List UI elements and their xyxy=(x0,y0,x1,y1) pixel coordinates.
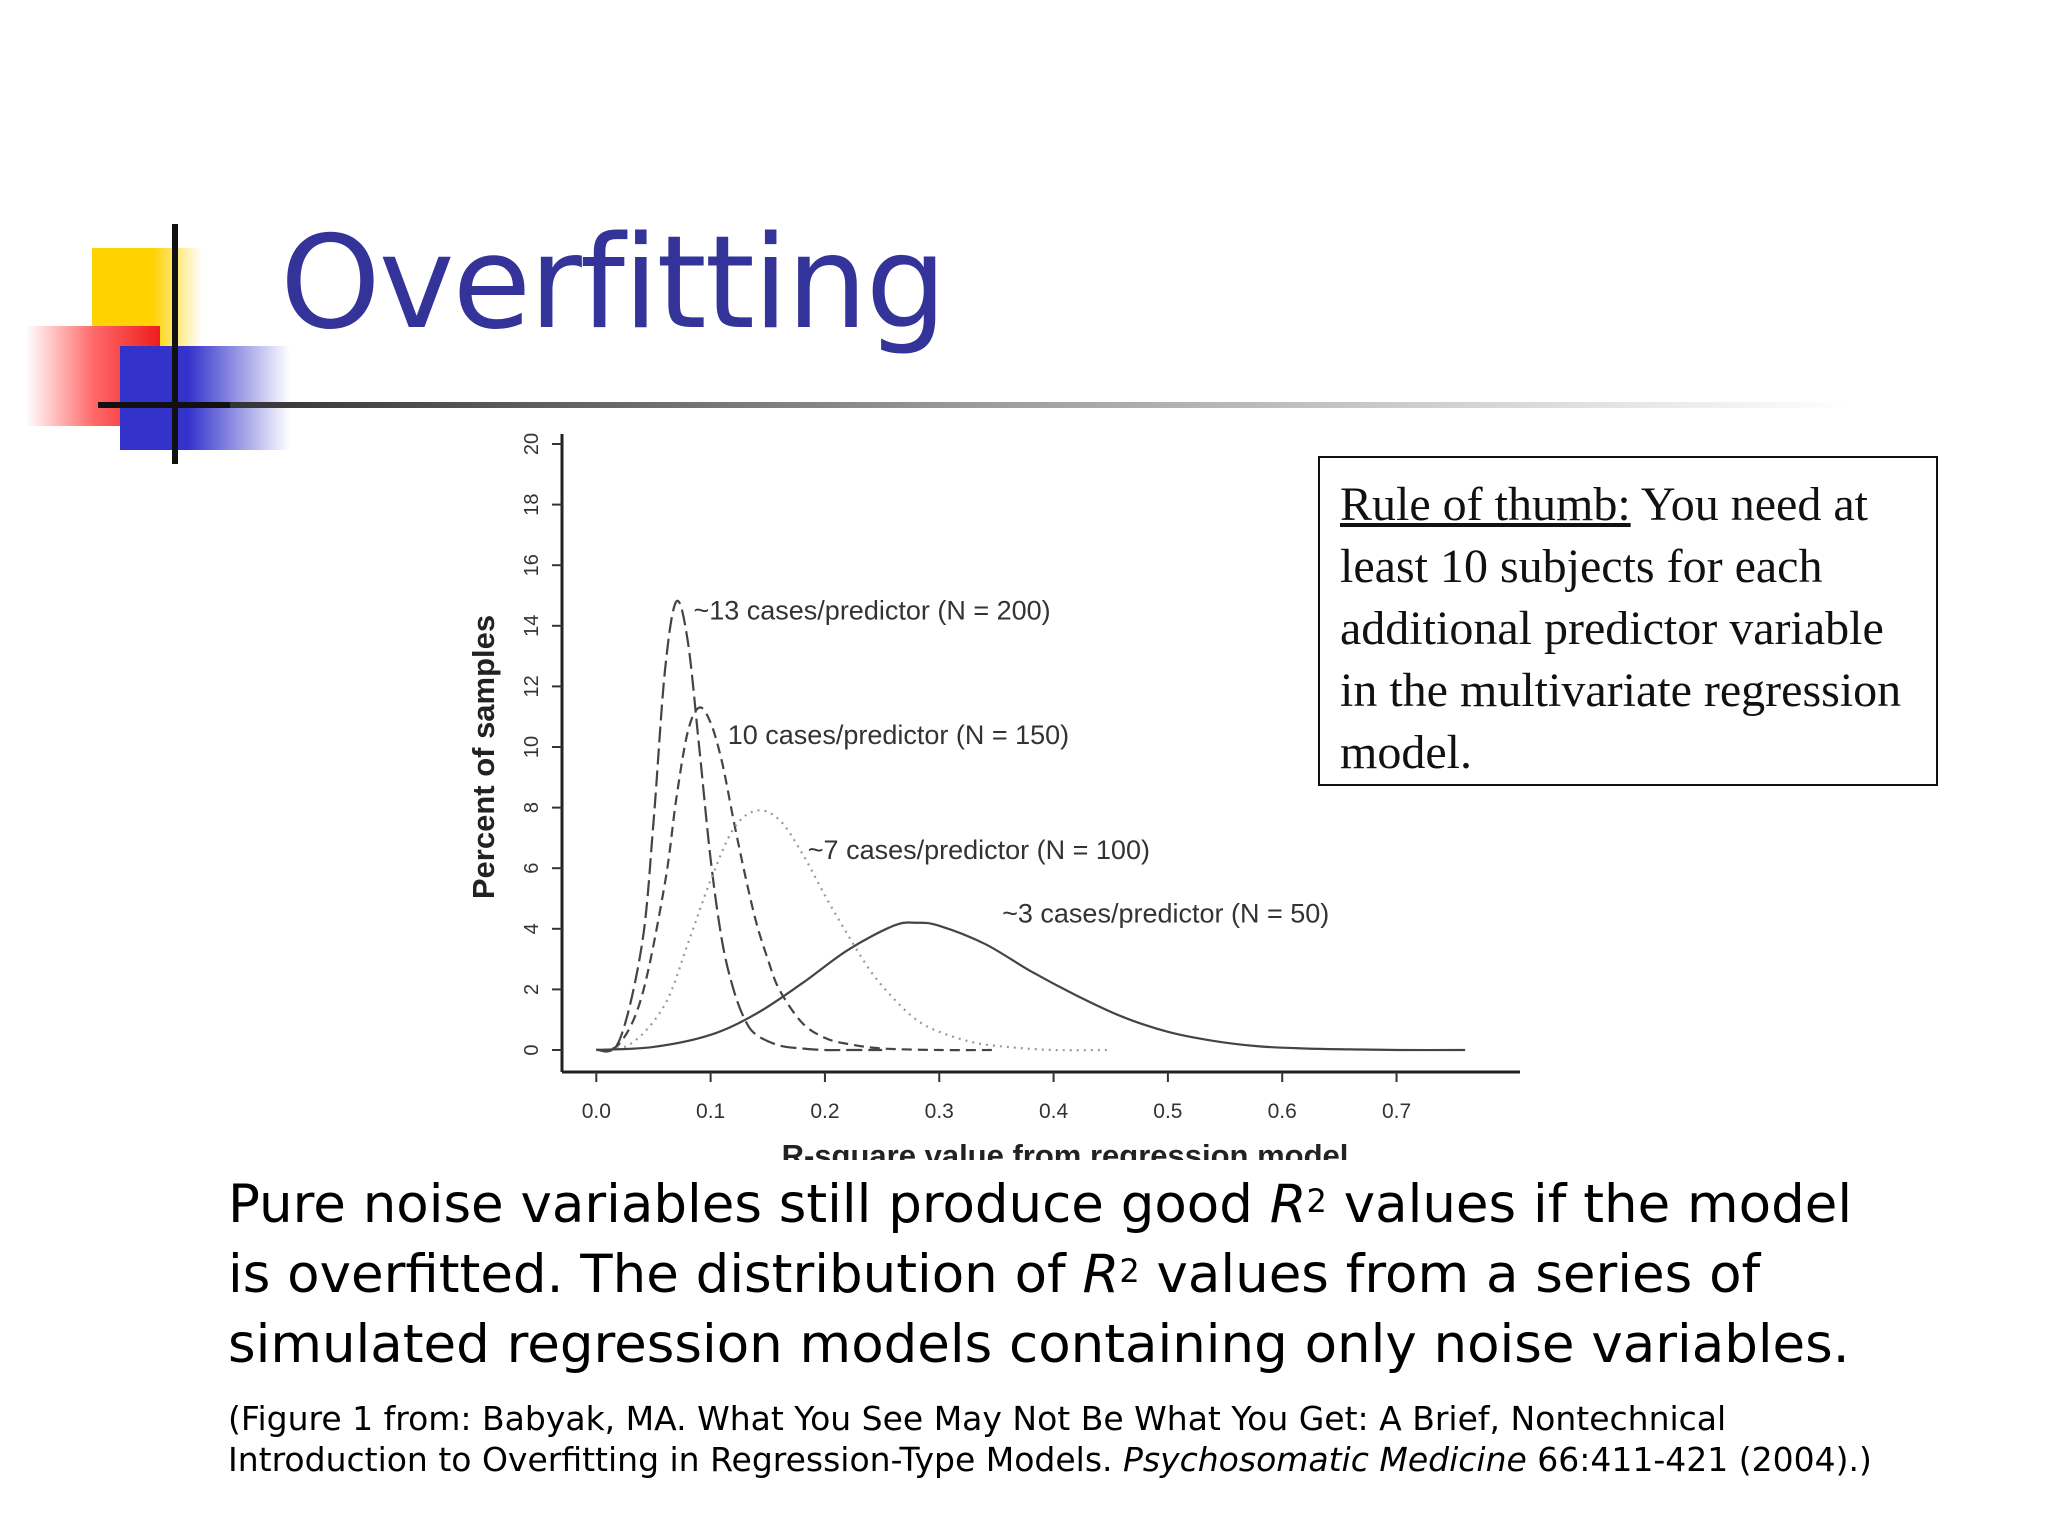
y-tick-label: 10 xyxy=(521,736,543,758)
rule-of-thumb-text: You need at least 10 subjects for each a… xyxy=(1340,478,1902,779)
series-annotation-1: ~13 cases/predictor (N = 200) xyxy=(693,596,1050,626)
x-tick-label: 0.0 xyxy=(582,1100,611,1123)
series-line-1 xyxy=(595,599,883,1053)
y-tick-label: 0 xyxy=(521,1044,543,1055)
slide-title: Overfitting xyxy=(280,209,947,358)
caption-r-symbol-2: R xyxy=(1082,1244,1120,1305)
title-decoration-vertical-line xyxy=(172,224,178,464)
caption-superscript-2: 2 xyxy=(1119,1252,1140,1290)
figure-citation: (Figure 1 from: Babyak, MA. What You See… xyxy=(228,1398,1928,1480)
series-annotation-4: ~3 cases/predictor (N = 50) xyxy=(1002,899,1329,929)
x-tick-label: 0.3 xyxy=(925,1100,954,1123)
series-annotation-3: ~7 cases/predictor (N = 100) xyxy=(808,835,1150,865)
caption-part-2: values if the model is overfitted. The d… xyxy=(228,1174,1853,1305)
caption-part-1: Pure noise variables still produce good xyxy=(228,1174,1270,1235)
rule-of-thumb-lead: Rule of thumb: xyxy=(1340,478,1631,531)
y-tick-label: 20 xyxy=(521,433,543,455)
y-tick-label: 6 xyxy=(521,863,543,874)
y-tick-label: 16 xyxy=(521,554,543,576)
x-tick-label: 0.6 xyxy=(1268,1100,1297,1123)
title-decoration-blue-square xyxy=(120,346,290,450)
title-decoration-horizontal-line xyxy=(98,402,278,408)
r-square-distribution-chart: 0 2 4 6 8 10 12 14 16 18 20 0.0 0.1 0.2 0.3 0.4 0.5 0.6 0.… xyxy=(466,433,1520,1160)
series-line-3 xyxy=(596,809,1111,1052)
title-underline-rule xyxy=(230,402,1850,408)
citation-journal: Psychosomatic Medicine xyxy=(1123,1440,1527,1479)
y-tick-label: 8 xyxy=(521,802,543,813)
x-tick-label: 0.1 xyxy=(696,1100,725,1123)
y-tick-label: 4 xyxy=(521,923,543,934)
caption-superscript-1: 2 xyxy=(1306,1182,1327,1220)
citation-part-1: (Figure 1 from: Babyak, MA. What You See… xyxy=(228,1399,1727,1479)
slide-caption: Pure noise variables still produce good … xyxy=(228,1170,1868,1380)
caption-part-3: values from a series of simulated regres… xyxy=(228,1244,1850,1375)
series-annotation-2: 10 cases/predictor (N = 150) xyxy=(728,720,1069,750)
x-tick-label: 0.5 xyxy=(1153,1100,1182,1123)
citation-part-2: 66:411-421 (2004).) xyxy=(1526,1440,1872,1479)
y-tick-label: 18 xyxy=(521,493,543,515)
y-tick-label: 2 xyxy=(521,984,543,995)
y-axis-title: Percent of samples xyxy=(466,615,501,899)
y-tick-label: 12 xyxy=(521,675,543,697)
series-line-2 xyxy=(596,706,997,1052)
y-tick-label: 14 xyxy=(521,615,543,637)
caption-r-symbol-1: R xyxy=(1269,1174,1307,1235)
rule-of-thumb-box: Rule of thumb: You need at least 10 subj… xyxy=(1318,456,1938,786)
x-tick-label: 0.7 xyxy=(1382,1100,1411,1123)
x-axis-title: R-square value from regression model xyxy=(782,1138,1349,1160)
x-tick-label: 0.2 xyxy=(810,1100,839,1123)
series-line-4 xyxy=(596,921,1466,1052)
x-tick-label: 0.4 xyxy=(1039,1100,1069,1123)
